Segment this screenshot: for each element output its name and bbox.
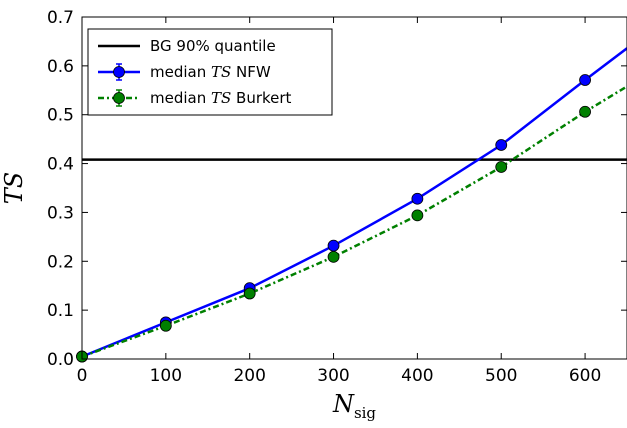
legend-label-italic: TS [211,63,231,81]
legend-label-part: Burkert [231,89,291,107]
y-tick-label: 0.7 [47,8,74,28]
axes: 0 100 200 300 400 500 600 0.0 0.1 0.2 0.3 0.4 0.5 0.6… [47,8,627,386]
series-1-point-5 [495,161,508,173]
series-1-point-2 [243,287,256,300]
legend-label-italic: TS [211,89,231,107]
series-line-0 [81,47,627,358]
y-tick-label: 0.0 [47,350,74,370]
series-1-point-6 [579,105,591,118]
legend-label-reference: BG 90% quantile [150,37,276,55]
y-tick-label: 0.2 [47,252,74,272]
y-tick-label: 0.4 [47,155,74,175]
series-1-point-4 [411,209,424,222]
series-line-1 [81,85,627,358]
legend-label-series-0: median TS NFW [150,63,271,81]
x-axis-label: Nsig [332,390,376,422]
series-1-point-3 [327,250,340,263]
y-tick-label: 0.6 [47,57,74,77]
x-tick-label: 500 [485,366,517,386]
y-axis-label: TS [0,172,28,204]
plot-area [76,47,627,363]
series-0-point-3 [327,239,340,252]
legend-marker-1 [113,92,125,104]
x-tick-label: 400 [401,366,433,386]
x-tick-label: 600 [569,366,601,386]
x-tick-label: 300 [317,366,349,386]
legend-label-part: median [150,63,211,81]
x-axis-label-sub: sig [354,404,376,422]
series-0-point-6 [579,74,591,86]
x-tick-label: 200 [233,366,265,386]
series-0-point-5 [495,139,508,151]
x-tick-label: 100 [150,366,182,386]
y-tick-label: 0.1 [47,301,74,321]
legend-label-series-1: median TS Burkert [150,89,292,107]
legend-marker-0 [113,66,125,78]
series-0-point-4 [411,192,424,205]
y-tick-label: 0.3 [47,203,74,223]
plot-frame [81,16,627,360]
y-tick-label: 0.5 [47,106,74,126]
x-tick-label: 0 [77,366,88,386]
legend-label-part: NFW [231,63,271,81]
legend-label-part: median [150,89,211,107]
series-1-point-1 [159,319,172,332]
x-axis-label-main: N [332,390,355,418]
